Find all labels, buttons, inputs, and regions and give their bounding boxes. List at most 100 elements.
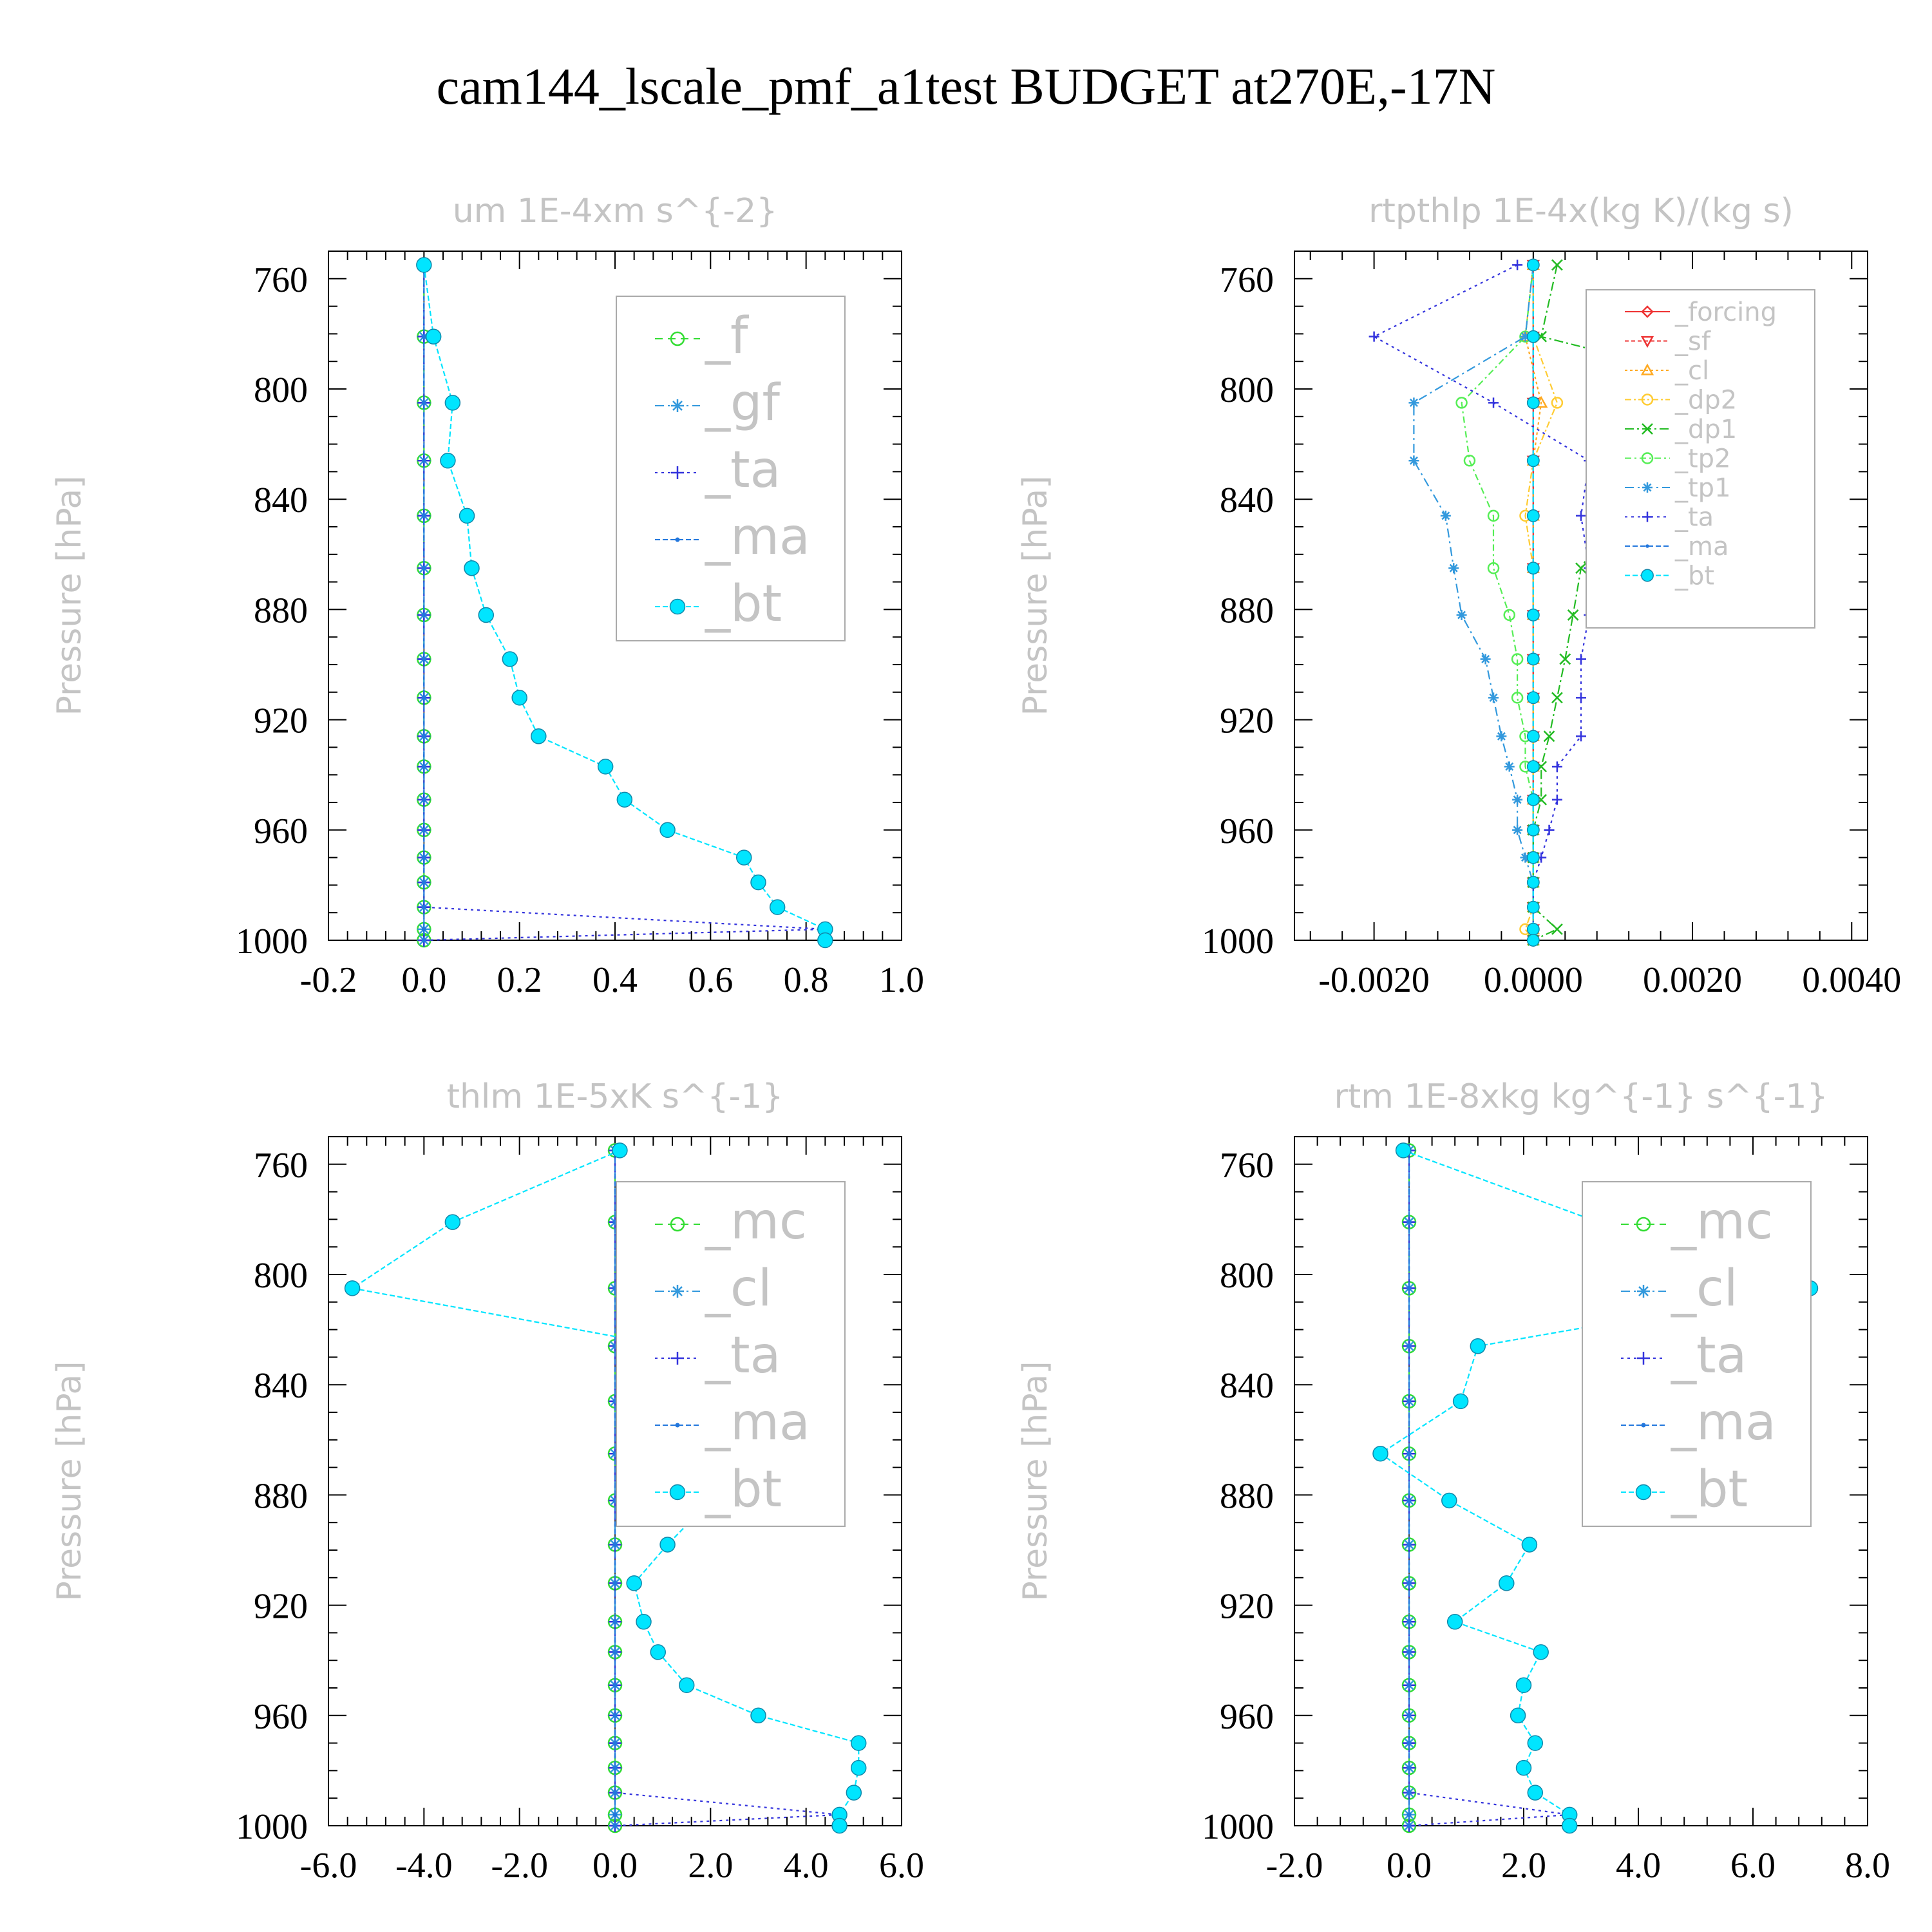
series-ma xyxy=(1406,1148,1412,1828)
y-tick-label: 760 xyxy=(254,260,308,300)
panel-title: thlm 1E-5xK s^{-1} xyxy=(447,1077,784,1116)
x-tick-label: -0.2 xyxy=(300,960,357,1000)
data-point xyxy=(1526,851,1540,864)
data-point xyxy=(421,458,426,463)
y-tick-label: 880 xyxy=(254,591,308,630)
data-point xyxy=(1526,258,1540,272)
data-point xyxy=(421,656,426,661)
y-tick-label: 920 xyxy=(1220,1587,1274,1627)
data-point xyxy=(421,513,426,518)
x-tick-label: 0.0 xyxy=(592,1846,638,1886)
data-point xyxy=(1372,1445,1388,1462)
x-tick-label: -0.0020 xyxy=(1318,960,1430,1000)
data-point xyxy=(1395,1142,1412,1159)
data-point xyxy=(1526,652,1540,666)
data-point xyxy=(1406,1790,1412,1795)
legend-entry: _f xyxy=(705,307,749,365)
data-point xyxy=(416,257,432,273)
data-point xyxy=(1526,823,1540,837)
data-point xyxy=(612,1683,618,1688)
series-bt xyxy=(416,257,833,949)
data-point xyxy=(531,728,547,744)
series-ta xyxy=(1368,260,1595,945)
panel-title: rtpthlp 1E-4x(kg K)/(kg s) xyxy=(1368,192,1794,231)
data-point xyxy=(421,400,426,405)
data-point xyxy=(1526,900,1540,914)
data-point xyxy=(1526,396,1540,410)
series-tp1 xyxy=(1408,260,1539,945)
data-point xyxy=(1406,1649,1412,1654)
data-point xyxy=(831,1817,848,1834)
data-point xyxy=(1408,455,1419,466)
data-point xyxy=(659,822,676,838)
x-tick-label: -2.0 xyxy=(1266,1846,1323,1886)
y-tick-label: 840 xyxy=(254,1366,308,1406)
x-tick-label: 0.0000 xyxy=(1484,960,1583,1000)
data-point xyxy=(421,565,426,571)
data-point xyxy=(1503,609,1515,621)
data-point xyxy=(1551,923,1563,935)
data-point xyxy=(1456,609,1467,620)
series-ma xyxy=(421,262,426,943)
data-point xyxy=(1499,1575,1515,1591)
data-point xyxy=(1533,1644,1549,1660)
data-point xyxy=(421,905,426,910)
panel-3: thlm 1E-5xK s^{-1} Pressure [hPa] 760 800 84… xyxy=(50,1077,924,1886)
legend-marker xyxy=(1640,336,1654,348)
data-point xyxy=(817,932,833,949)
data-point xyxy=(1526,609,1540,621)
series-line xyxy=(1379,1150,1811,1826)
data-point xyxy=(1487,562,1500,574)
data-point xyxy=(1515,1677,1532,1693)
data-point xyxy=(1526,330,1540,343)
x-tick-label: 0.2 xyxy=(497,960,542,1000)
x-tick-label: 0.0040 xyxy=(1802,960,1901,1000)
legend-entry: _tp2 xyxy=(1674,444,1731,474)
data-point xyxy=(1368,331,1379,342)
data-point xyxy=(750,874,766,891)
y-tick-label: 920 xyxy=(254,701,308,741)
legend-entry: _dp1 xyxy=(1674,415,1737,444)
legend-marker xyxy=(670,1217,685,1232)
legend-marker xyxy=(1641,569,1654,582)
legend-entry: _bt xyxy=(1674,562,1714,591)
data-point xyxy=(344,1280,361,1296)
y-tick-label: 840 xyxy=(1220,480,1274,520)
data-point xyxy=(1406,1343,1412,1349)
x-tick-label: 0.8 xyxy=(784,960,829,1000)
y-tick-label: 1000 xyxy=(236,1807,308,1847)
x-tick-label: 4.0 xyxy=(784,1846,829,1886)
data-point xyxy=(650,1644,666,1660)
data-point xyxy=(1551,794,1562,805)
legend-entry: _ta xyxy=(1674,503,1714,533)
data-point xyxy=(597,759,614,775)
legend-marker xyxy=(1641,452,1654,464)
series-line xyxy=(1372,264,1590,940)
data-point xyxy=(1526,509,1540,522)
data-point xyxy=(1511,692,1524,704)
panel-4: rtm 1E-8xkg kg^{-1} s^{-1} Pressure [hPa]… xyxy=(1016,1077,1890,1886)
series-ta xyxy=(1403,1144,1577,1832)
data-point xyxy=(612,1713,618,1718)
data-point xyxy=(1526,876,1540,889)
y-tick-label: 960 xyxy=(254,811,308,851)
data-point xyxy=(1406,1713,1412,1718)
legend-entry: _ta xyxy=(705,441,781,499)
legend-entry: _cl xyxy=(705,1260,772,1318)
legend-entry: _cl xyxy=(1671,1260,1738,1318)
legend-entry: _ma xyxy=(1671,1394,1776,1452)
legend-marker xyxy=(1642,511,1653,522)
y-axis-label: Pressure [hPa] xyxy=(1016,476,1055,716)
legend: _f _gf _ta _ma _bt xyxy=(616,296,846,641)
legend-entry: _gf xyxy=(705,374,781,432)
data-point xyxy=(1470,1338,1486,1354)
data-point xyxy=(636,1614,652,1630)
data-point xyxy=(612,1765,618,1770)
data-point xyxy=(1526,760,1540,773)
legend-marker xyxy=(1645,544,1649,548)
legend-marker xyxy=(1637,1285,1650,1298)
data-point xyxy=(612,1741,618,1746)
y-tick-label: 1000 xyxy=(1202,922,1274,961)
data-point xyxy=(1567,609,1579,621)
data-point xyxy=(1406,1765,1412,1770)
